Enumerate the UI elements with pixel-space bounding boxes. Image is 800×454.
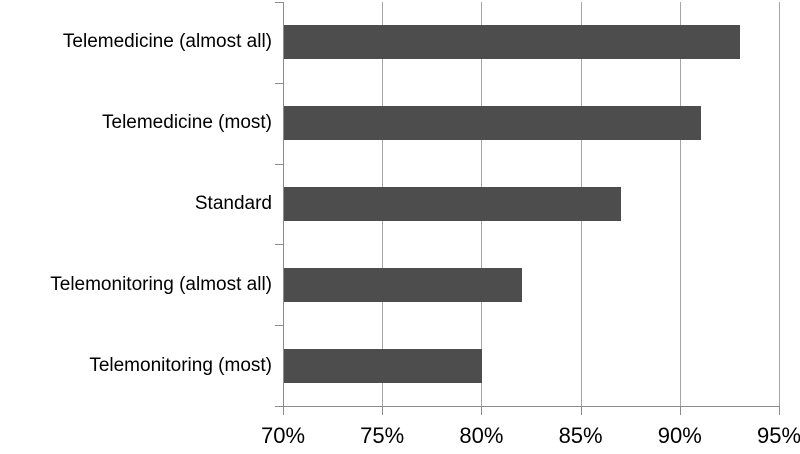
bar-5 <box>284 348 483 383</box>
x-tick-label-85: 85% <box>558 423 603 448</box>
x-tick-75 <box>382 407 384 415</box>
category-label-5: Telemonitoring (most) <box>89 354 272 376</box>
bar-2 <box>284 106 701 141</box>
x-tick-label-75: 75% <box>360 423 405 448</box>
y-tick-5 <box>275 406 283 407</box>
category-label-1: Telemedicine (almost all) <box>62 31 272 53</box>
y-tick-3 <box>275 244 283 245</box>
y-tick-0 <box>275 2 283 3</box>
x-tick-90 <box>679 407 681 415</box>
x-tick-label-95: 95% <box>756 423 800 448</box>
x-tick-80 <box>481 407 483 415</box>
category-label-2: Telemedicine (most) <box>102 112 272 134</box>
y-tick-2 <box>275 164 283 165</box>
x-tick-70 <box>283 407 284 415</box>
x-tick-85 <box>580 407 582 415</box>
plot-area <box>283 2 780 407</box>
bar-1 <box>284 25 741 60</box>
x-tick-label-80: 80% <box>459 423 504 448</box>
x-tick-label-70: 70% <box>260 423 306 448</box>
bar-3 <box>284 187 622 221</box>
bar-4 <box>284 267 523 302</box>
category-label-3: Standard <box>194 193 272 214</box>
gridline-95 <box>779 2 780 406</box>
gridline-90 <box>679 2 681 406</box>
category-label-4: Telemonitoring (almost all) <box>50 273 272 295</box>
y-tick-1 <box>275 83 283 84</box>
x-tick-label-90: 90% <box>657 423 702 448</box>
y-tick-4 <box>275 325 283 326</box>
x-tick-95 <box>779 407 780 415</box>
